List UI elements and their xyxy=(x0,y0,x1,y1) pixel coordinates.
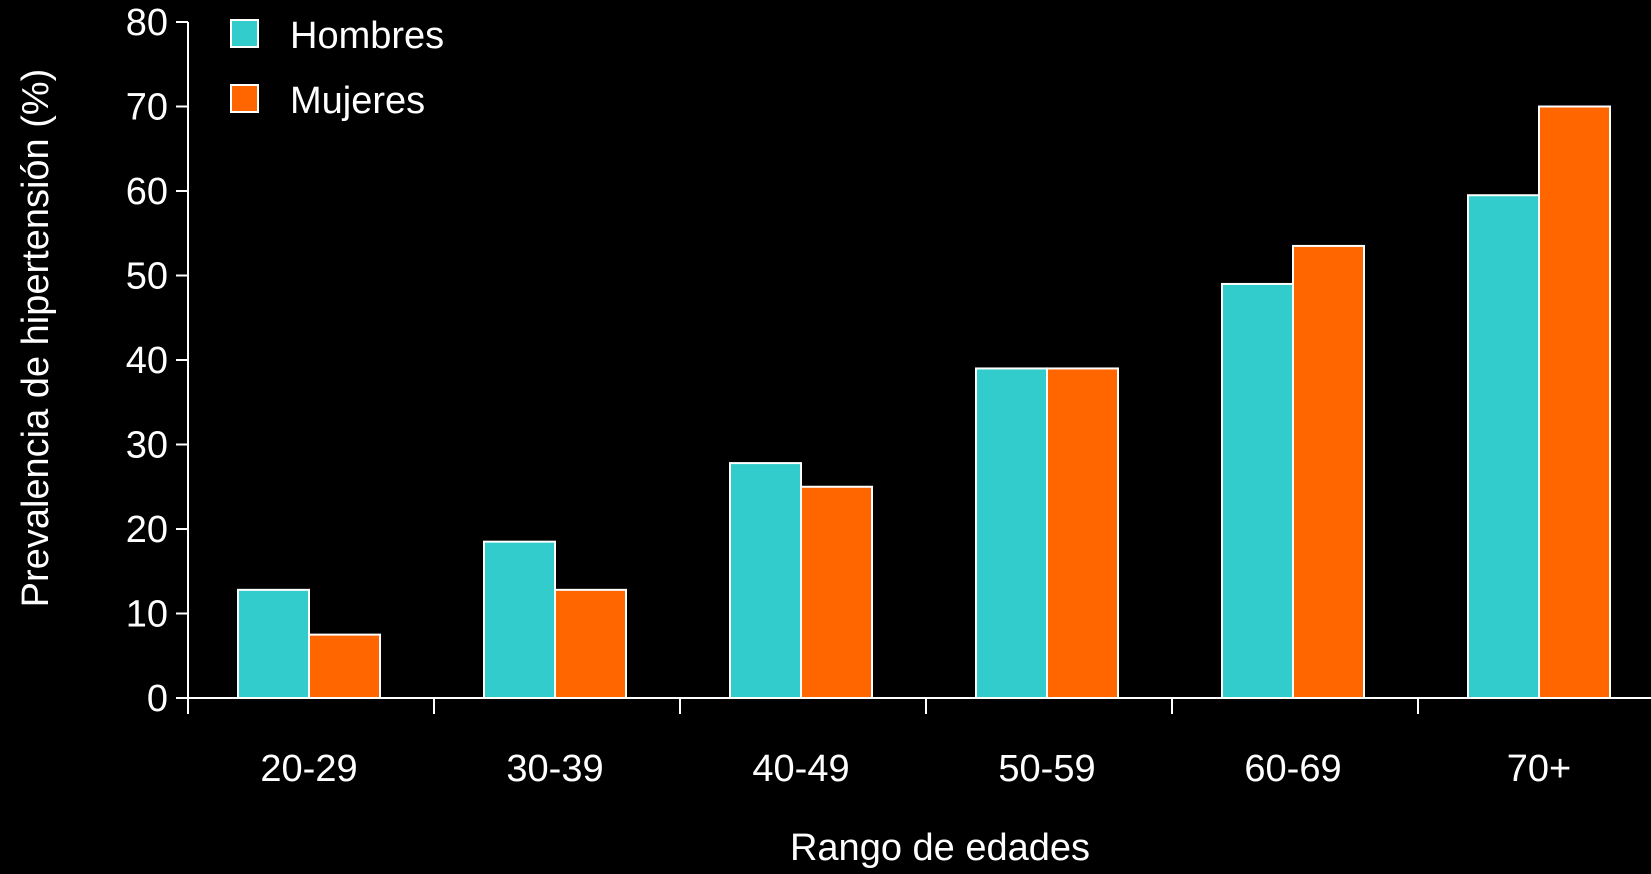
bar-mujeres-70+ xyxy=(1538,105,1611,699)
bar-hombres-20-29 xyxy=(237,588,310,700)
y-tick-label: 30 xyxy=(126,425,168,467)
legend-label: Hombres xyxy=(290,15,444,57)
y-axis-title: Prevalencia de hipertensión (%) xyxy=(15,69,57,608)
bar-hombres-50-59 xyxy=(975,367,1048,699)
bar-hombres-30-39 xyxy=(483,540,556,699)
bar-mujeres-60-69 xyxy=(1292,244,1365,700)
bar-hombres-60-69 xyxy=(1221,282,1294,699)
y-tick-label: 50 xyxy=(126,256,168,298)
bar-mujeres-20-29 xyxy=(308,633,381,699)
y-tick-label: 40 xyxy=(126,340,168,382)
y-tick-label: 0 xyxy=(147,678,168,720)
y-ticks: 0 10 20 30 40 50 60 70 80 xyxy=(126,2,188,720)
legend-swatch xyxy=(230,19,259,48)
y-tick-label: 20 xyxy=(126,509,168,551)
legend: Hombres Mujeres xyxy=(230,15,444,122)
x-tick-label: 70+ xyxy=(1507,748,1571,790)
bar-mujeres-50-59 xyxy=(1046,367,1119,699)
y-tick-label: 60 xyxy=(126,171,168,213)
bars xyxy=(237,105,1611,700)
bar-mujeres-30-39 xyxy=(554,588,627,700)
x-tick-label: 40-49 xyxy=(752,748,849,790)
axes: 0 10 20 30 40 50 60 70 80 20-29 30-39 40-49 50-59 60… xyxy=(126,2,1651,790)
x-tick-label: 50-59 xyxy=(998,748,1095,790)
x-axis-title: Rango de edades xyxy=(790,827,1090,869)
legend-label: Mujeres xyxy=(290,80,425,122)
x-tick-label: 20-29 xyxy=(260,748,357,790)
y-tick-label: 80 xyxy=(126,2,168,44)
bar-mujeres-40-49 xyxy=(800,485,873,699)
y-tick-label: 70 xyxy=(126,87,168,129)
legend-swatch xyxy=(230,84,259,113)
y-tick-label: 10 xyxy=(126,594,168,636)
x-tick-label: 30-39 xyxy=(506,748,603,790)
bar-hombres-40-49 xyxy=(729,462,802,699)
x-tick-label: 60-69 xyxy=(1244,748,1341,790)
bar-hombres-70+ xyxy=(1467,194,1540,699)
x-ticks: 20-29 30-39 40-49 50-59 60-69 70+ xyxy=(187,698,1571,790)
